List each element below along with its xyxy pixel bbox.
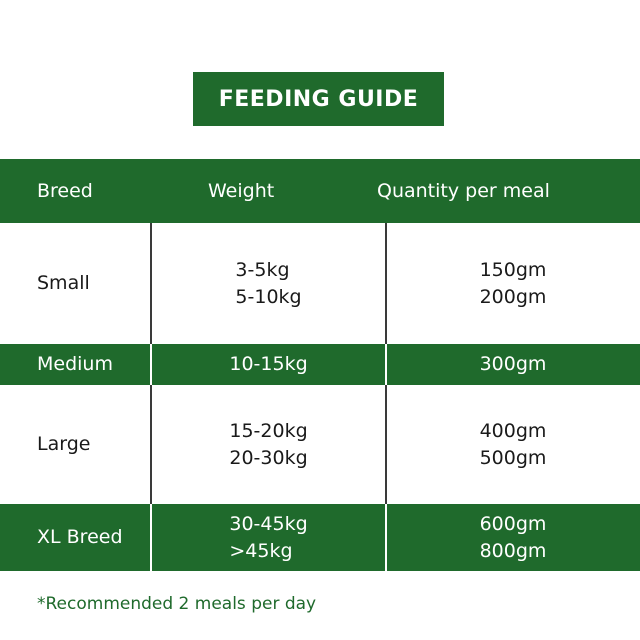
table-row-large: Large 15-20kg 20-30kg 400gm 500gm (0, 385, 640, 504)
column-divider (385, 344, 387, 385)
quantity-value: 400gm (479, 419, 547, 442)
breed-name: XL Breed (37, 526, 123, 548)
weight-value: 3-5kg (235, 258, 290, 281)
table-row-medium: Medium 10-15kg 300gm (0, 344, 640, 385)
weight-cell: 3-5kg 5-10kg (151, 223, 386, 344)
weight-value: 5-10kg (235, 285, 302, 308)
breed-cell: XL Breed (0, 504, 151, 571)
header-breed-cell: Breed (0, 159, 151, 223)
header-weight-cell: Weight (151, 159, 386, 223)
footnote: *Recommended 2 meals per day (37, 594, 317, 614)
quantity-cell: 150gm 200gm (386, 223, 640, 344)
quantity-value: 800gm (479, 539, 547, 562)
quantity-cell: 400gm 500gm (386, 385, 640, 504)
column-divider (150, 504, 152, 571)
weight-value: >45kg (229, 539, 293, 562)
quantity-value: 200gm (479, 285, 547, 308)
breed-cell: Small (0, 223, 151, 344)
table-row-xl: XL Breed 30-45kg >45kg 600gm 800gm (0, 504, 640, 571)
table-header-row: Breed Weight Quantity per meal (0, 159, 640, 223)
quantity-cell: 300gm (386, 344, 640, 385)
header-breed: Breed (37, 179, 93, 202)
quantity-value: 300gm (479, 353, 547, 375)
breed-name: Large (37, 433, 91, 455)
weight-cell: 15-20kg 20-30kg (151, 385, 386, 504)
quantity-value: 150gm (479, 258, 547, 281)
page-title: FEEDING GUIDE (218, 86, 419, 112)
column-divider (385, 385, 387, 504)
breed-cell: Large (0, 385, 151, 504)
breed-cell: Medium (0, 344, 151, 385)
header-weight: Weight (208, 179, 275, 202)
weight-cell: 30-45kg >45kg (151, 504, 386, 571)
column-divider (385, 223, 387, 344)
weight-value: 30-45kg (229, 512, 308, 535)
column-divider (150, 385, 152, 504)
column-divider (150, 344, 152, 385)
weight-value: 10-15kg (229, 353, 308, 375)
header-quantity-cell: Quantity per meal (377, 159, 640, 223)
quantity-cell: 600gm 800gm (386, 504, 640, 571)
weight-value: 20-30kg (229, 446, 308, 469)
title-banner: FEEDING GUIDE (193, 72, 444, 126)
header-quantity: Quantity per meal (377, 179, 550, 202)
weight-value: 15-20kg (229, 419, 308, 442)
breed-name: Medium (37, 353, 113, 375)
quantity-value: 500gm (479, 446, 547, 469)
column-divider (150, 223, 152, 344)
quantity-value: 600gm (479, 512, 547, 535)
breed-name: Small (37, 272, 90, 294)
weight-cell: 10-15kg (151, 344, 386, 385)
table-row-small: Small 3-5kg 5-10kg 150gm 200gm (0, 223, 640, 344)
column-divider (385, 504, 387, 571)
